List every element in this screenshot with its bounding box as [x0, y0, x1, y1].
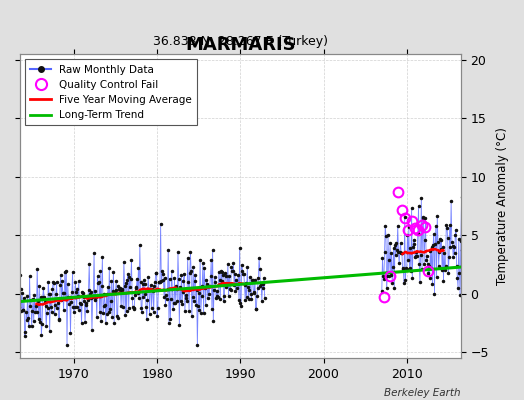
Title: MARMARIS: MARMARIS — [185, 36, 296, 54]
Y-axis label: Temperature Anomaly (°C): Temperature Anomaly (°C) — [496, 127, 509, 285]
Text: 36.838 N, 28.267 E (Turkey): 36.838 N, 28.267 E (Turkey) — [153, 35, 328, 48]
Text: Berkeley Earth: Berkeley Earth — [385, 388, 461, 398]
Legend: Raw Monthly Data, Quality Control Fail, Five Year Moving Average, Long-Term Tren: Raw Monthly Data, Quality Control Fail, … — [25, 59, 198, 126]
